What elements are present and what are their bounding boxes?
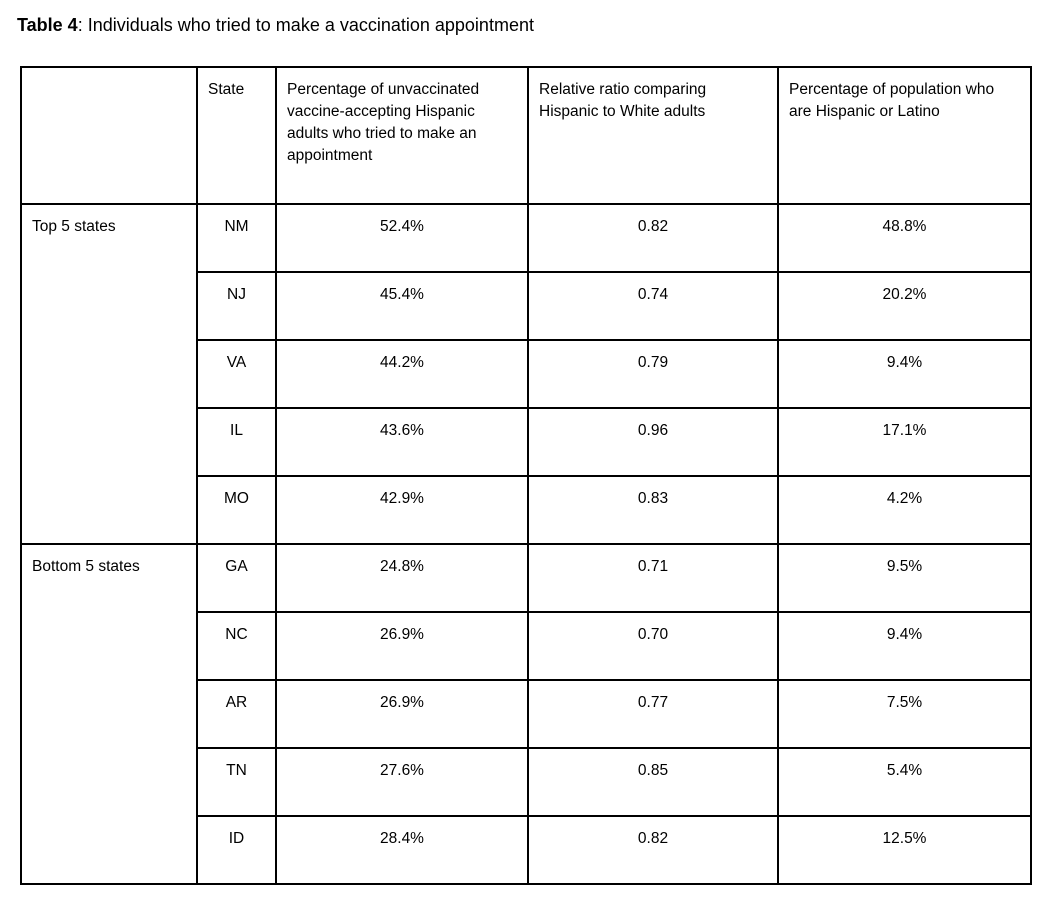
pct-tried-cell: 26.9% — [275, 679, 529, 749]
header-pct-population: Percentage of population who are Hispani… — [777, 66, 1032, 205]
table-caption-label: Table 4 — [17, 15, 78, 35]
table-caption: Table 4: Individuals who tried to make a… — [17, 13, 534, 37]
header-relative-ratio: Relative ratio comparing Hispanic to Whi… — [527, 66, 779, 205]
table-row: MO 42.9% 0.83 4.2% — [21, 475, 1032, 545]
table-row: ID 28.4% 0.82 12.5% — [21, 815, 1032, 885]
relative-ratio-cell: 0.71 — [527, 543, 779, 613]
state-cell: IL — [196, 407, 277, 477]
pct-tried-cell: 43.6% — [275, 407, 529, 477]
pct-population-cell: 7.5% — [777, 679, 1032, 749]
relative-ratio-cell: 0.82 — [527, 815, 779, 885]
pct-population-cell: 20.2% — [777, 271, 1032, 341]
relative-ratio-cell: 0.70 — [527, 611, 779, 681]
relative-ratio-cell: 0.74 — [527, 271, 779, 341]
table-row: IL 43.6% 0.96 17.1% — [21, 407, 1032, 477]
table-caption-text: : Individuals who tried to make a vaccin… — [77, 15, 534, 35]
relative-ratio-cell: 0.85 — [527, 747, 779, 817]
pct-tried-cell: 44.2% — [275, 339, 529, 409]
table-row: VA 44.2% 0.79 9.4% — [21, 339, 1032, 409]
header-pct-tried: Percentage of unvaccinated vaccine-accep… — [275, 66, 529, 205]
pct-population-cell: 9.5% — [777, 543, 1032, 613]
table-row: NC 26.9% 0.70 9.4% — [21, 611, 1032, 681]
table-row: Bottom 5 states GA 24.8% 0.71 9.5% — [20, 543, 1032, 885]
group-label-bottom5: Bottom 5 states — [20, 543, 198, 885]
relative-ratio-cell: 0.82 — [527, 203, 779, 273]
pct-population-cell: 9.4% — [777, 339, 1032, 409]
state-cell: AR — [196, 679, 277, 749]
pct-tried-cell: 42.9% — [275, 475, 529, 545]
pct-tried-cell: 52.4% — [275, 203, 529, 273]
pct-tried-cell: 26.9% — [275, 611, 529, 681]
state-cell: MO — [196, 475, 277, 545]
relative-ratio-cell: 0.83 — [527, 475, 779, 545]
pct-population-cell: 48.8% — [777, 203, 1032, 273]
relative-ratio-cell: 0.79 — [527, 339, 779, 409]
pct-population-cell: 5.4% — [777, 747, 1032, 817]
header-group — [20, 66, 198, 205]
state-cell: ID — [196, 815, 277, 885]
pct-population-cell: 17.1% — [777, 407, 1032, 477]
group-label-top5: Top 5 states — [20, 203, 198, 545]
table-row: Top 5 states NM 52.4% 0.82 48.8% — [20, 203, 1032, 545]
pct-population-cell: 12.5% — [777, 815, 1032, 885]
pct-tried-cell: 45.4% — [275, 271, 529, 341]
pct-tried-cell: 28.4% — [275, 815, 529, 885]
header-state: State — [196, 66, 277, 205]
pct-population-cell: 4.2% — [777, 475, 1032, 545]
table-header-row: State Percentage of unvaccinated vaccine… — [20, 66, 1032, 205]
relative-ratio-cell: 0.77 — [527, 679, 779, 749]
vaccination-appointment-table: State Percentage of unvaccinated vaccine… — [20, 66, 1032, 885]
table-row: TN 27.6% 0.85 5.4% — [21, 747, 1032, 817]
state-cell: NM — [196, 203, 277, 273]
table-row: NJ 45.4% 0.74 20.2% — [21, 271, 1032, 341]
state-cell: NC — [196, 611, 277, 681]
state-cell: VA — [196, 339, 277, 409]
state-cell: GA — [196, 543, 277, 613]
relative-ratio-cell: 0.96 — [527, 407, 779, 477]
state-cell: NJ — [196, 271, 277, 341]
pct-population-cell: 9.4% — [777, 611, 1032, 681]
state-cell: TN — [196, 747, 277, 817]
table-row: AR 26.9% 0.77 7.5% — [21, 679, 1032, 749]
pct-tried-cell: 24.8% — [275, 543, 529, 613]
pct-tried-cell: 27.6% — [275, 747, 529, 817]
